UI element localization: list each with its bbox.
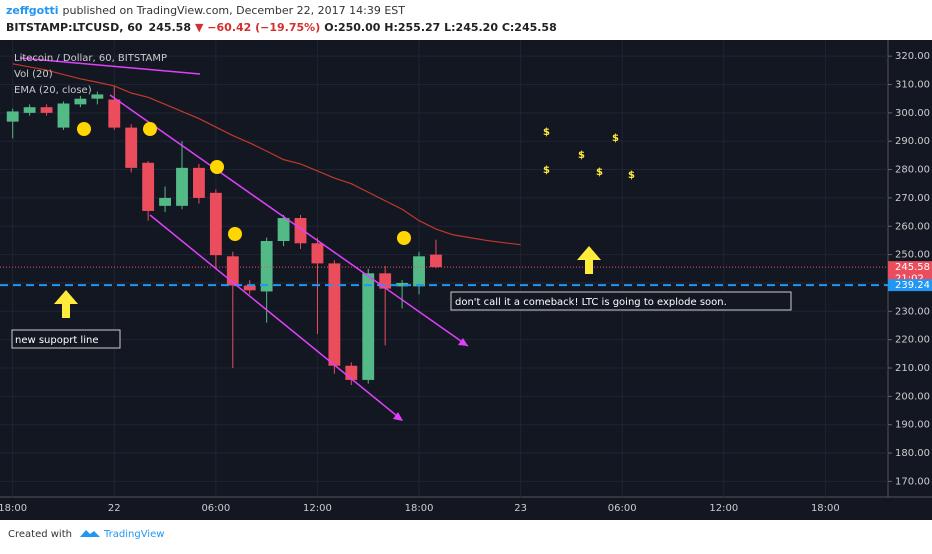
candle-body — [125, 127, 138, 168]
y-tick-label: 210.00 — [895, 363, 930, 374]
comeback-label: don't call it a comeback! LTC is going t… — [455, 297, 727, 308]
tv-logo — [80, 530, 100, 537]
x-tick-label: 23 — [514, 503, 527, 514]
candle-body — [362, 273, 375, 380]
price-tag — [888, 279, 932, 292]
candle-body — [260, 241, 273, 292]
trend-line — [19, 57, 201, 75]
marker-dot — [210, 160, 224, 174]
price-tag — [888, 261, 932, 274]
dollar: $ — [578, 150, 585, 161]
marker-dot — [77, 122, 91, 136]
candle-body — [243, 285, 256, 291]
arrow-head — [458, 338, 468, 346]
y-tick-label: 280.00 — [895, 165, 930, 176]
candle-body — [108, 99, 121, 128]
channel-top — [109, 94, 469, 347]
x-tick-label: 18:00 — [811, 503, 840, 514]
candle-body — [226, 256, 239, 286]
candle-body — [193, 167, 205, 198]
x-tick-label: 12:00 — [303, 503, 332, 514]
candle-body — [430, 254, 442, 268]
ema-line — [12, 63, 521, 246]
y-tick-label: 180.00 — [895, 448, 930, 459]
x-tick-label: 18:00 — [405, 503, 434, 514]
label-box — [450, 291, 792, 311]
candle-body — [91, 94, 104, 99]
candle-body — [40, 107, 53, 113]
marker-dot — [397, 231, 411, 245]
x-tick-label: 22 — [108, 503, 121, 514]
footer-created: Created with — [8, 529, 72, 540]
symbol-line: BITSTAMP:LTCUSD, 60 245.58 ▼ −60.42 (−19.7… — [6, 21, 557, 34]
y-tick-label: 250.00 — [895, 250, 930, 261]
dollar: $ — [543, 165, 550, 176]
up-arrow — [577, 246, 601, 274]
candle-body — [294, 218, 307, 244]
candle-body — [176, 167, 188, 206]
support-label: new supoprt line — [15, 335, 98, 346]
candle-body — [413, 256, 425, 287]
x-tick-label: 06:00 — [608, 503, 637, 514]
x-tick-label: 06:00 — [201, 503, 230, 514]
price-tag-label: 239.24 — [895, 280, 930, 291]
candle-body — [209, 192, 222, 256]
candle-body — [6, 111, 19, 122]
dollar: $ — [612, 133, 619, 144]
plot: 170.00 180.00 190.00 200.00 210.00 220.00 230.… — [0, 40, 932, 514]
footer-bg — [0, 520, 932, 550]
legend-entry: Vol (20) — [14, 69, 53, 80]
legend-entry: EMA (20, close) — [14, 85, 92, 96]
publisher: zeffgotti — [6, 4, 59, 17]
candle-body — [311, 243, 324, 264]
dollar-signs: $ $ $ $ $ $ — [543, 127, 635, 181]
label-box — [11, 329, 121, 349]
ohlc: O:250.00 H:255.27 L:245.20 C:245.58 — [324, 21, 557, 34]
y-tick-label: 230.00 — [895, 306, 930, 317]
candle-body — [379, 273, 392, 289]
candle-body — [159, 197, 171, 206]
y-tick-label: 300.00 — [895, 108, 930, 119]
price-tag-label: 245.58 — [895, 262, 930, 273]
y-tick-label: 270.00 — [895, 193, 930, 204]
y-tick-label: 220.00 — [895, 335, 930, 346]
footer-brand[interactable]: TradingView — [103, 529, 164, 540]
dollar: $ — [543, 127, 550, 138]
candle-body — [345, 365, 358, 380]
y-tick-label: 310.00 — [895, 80, 930, 91]
marker-dot — [228, 227, 242, 241]
y-tick-label: 200.00 — [895, 391, 930, 402]
y-tick-label: 260.00 — [895, 221, 930, 232]
x-tick-label: 12:00 — [709, 503, 738, 514]
arrow-head — [393, 412, 403, 421]
x-tick-label: 18:00 — [0, 503, 27, 514]
channel-bottom — [149, 214, 403, 421]
published-text: published on TradingView.com, December 2… — [63, 4, 406, 17]
header-line: zeffgotti published on TradingView.com, D… — [6, 4, 405, 17]
change: ▼ −60.42 (−19.75%) — [195, 21, 320, 34]
y-tick-label: 320.00 — [895, 51, 930, 62]
dollar: $ — [596, 167, 603, 178]
up-arrow — [54, 290, 78, 318]
candle-body — [57, 103, 70, 128]
symbol: BITSTAMP:LTCUSD, 60 — [6, 21, 143, 34]
legend-entry: Litecoin / Dollar, 60, BITSTAMP — [14, 53, 167, 64]
header-bg — [0, 0, 932, 40]
candle-body — [142, 162, 155, 211]
y-tick-label: 190.00 — [895, 420, 930, 431]
chart-bg — [0, 40, 932, 520]
candle-body — [23, 107, 36, 113]
candle-body — [328, 263, 341, 366]
candle-body — [396, 282, 409, 287]
last-price: 245.58 — [149, 21, 191, 34]
price-tag-label: 21:02 — [895, 273, 924, 284]
dollar: $ — [628, 170, 635, 181]
candle-body — [74, 98, 87, 105]
marker-dot — [143, 122, 157, 136]
y-tick-label: 290.00 — [895, 136, 930, 147]
candle-body — [277, 218, 290, 242]
y-tick-label: 170.00 — [895, 476, 930, 487]
